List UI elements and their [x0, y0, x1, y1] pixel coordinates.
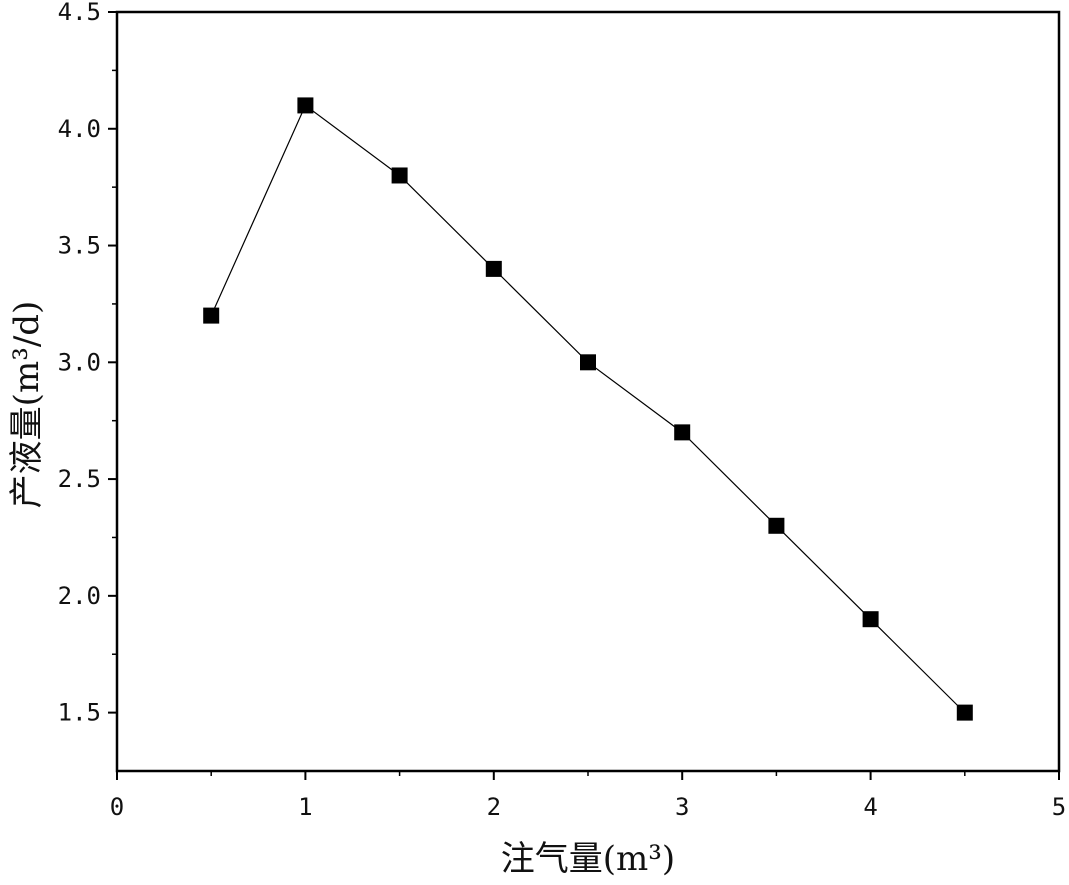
x-tick-label: 0 — [110, 793, 124, 821]
y-tick-label: 2.0 — [58, 582, 101, 610]
y-tick-label: 3.0 — [58, 348, 101, 376]
major-ticks — [108, 11, 1060, 780]
x-tick-label: 3 — [675, 793, 689, 821]
data-point — [391, 167, 408, 184]
data-point — [768, 517, 785, 534]
y-tick-label: 3.5 — [58, 232, 101, 260]
series-line — [210, 104, 966, 714]
data-point — [485, 260, 502, 277]
x-tick-label: 2 — [487, 793, 501, 821]
minor-ticks — [112, 69, 966, 776]
data-point — [203, 307, 220, 324]
y-tick-label: 4.0 — [58, 115, 101, 143]
x-tick-label: 1 — [298, 793, 312, 821]
x-tick-label: 4 — [863, 793, 877, 821]
x-axis-title: 注气量(m³) — [501, 839, 675, 879]
series-layer — [203, 97, 973, 721]
y-axis-title: 产液量(m³/d) — [7, 301, 47, 509]
data-point — [580, 354, 596, 371]
plot-frame — [115, 10, 1061, 773]
x-tick-label: 5 — [1052, 793, 1066, 821]
data-point — [297, 97, 314, 114]
data-point — [862, 611, 879, 628]
y-tick-label: 2.5 — [58, 465, 101, 493]
y-tick-label: 4.5 — [58, 0, 101, 26]
data-point — [956, 704, 973, 721]
data-point — [674, 424, 691, 441]
tick-labels: 0 1 2 3 4 5 1.5 2.0 2.5 3.0 3.5 4.0 4.5 — [58, 0, 1067, 821]
y-tick-label: 1.5 — [58, 699, 101, 727]
